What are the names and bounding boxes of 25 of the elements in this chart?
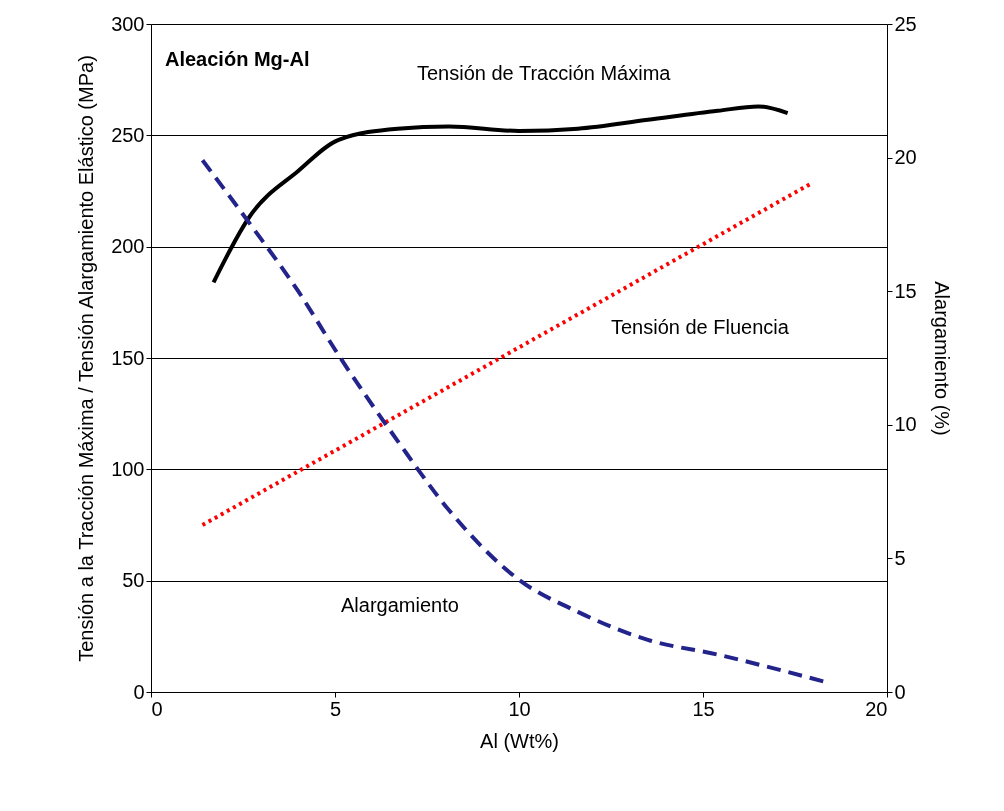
x-axis-title: Al (Wt%) bbox=[480, 729, 559, 752]
x-tick-label: 0 bbox=[151, 697, 163, 720]
y-tick-label: 250 bbox=[111, 123, 145, 146]
y-tick-label: 100 bbox=[111, 457, 145, 480]
y2-axis-title: Alargamiento (%) bbox=[930, 281, 953, 436]
x-tick-label: 20 bbox=[865, 697, 888, 720]
series-label: Tensión de Tracción Máxima bbox=[417, 62, 672, 84]
y-tick-label: 150 bbox=[111, 346, 145, 369]
x-tick-label: 10 bbox=[508, 697, 531, 720]
x-tick-label: 15 bbox=[692, 697, 715, 720]
x-tick-label: 5 bbox=[329, 697, 342, 720]
y2-tick-label: 0 bbox=[894, 680, 906, 703]
y2-tick-label: 5 bbox=[894, 546, 906, 569]
y2-tick-label: 25 bbox=[894, 12, 917, 35]
y2-tick-label: 15 bbox=[894, 279, 917, 302]
annotation: Aleación Mg-Al bbox=[165, 48, 310, 70]
y-tick-label: 200 bbox=[111, 235, 145, 258]
y-axis-title: Tensión a la Tracción Máxima / Tensión Alargamiento Elástico (MPa) bbox=[75, 55, 98, 662]
y2-tick-label: 20 bbox=[894, 146, 917, 169]
y2-tick-label: 10 bbox=[894, 413, 917, 436]
y-tick-label: 300 bbox=[111, 12, 145, 35]
series-label: Tensión de Fluencia bbox=[611, 316, 790, 338]
y-tick-label: 0 bbox=[133, 680, 145, 703]
text: Alargamiento bbox=[341, 594, 459, 616]
y-tick-label: 50 bbox=[122, 569, 145, 592]
